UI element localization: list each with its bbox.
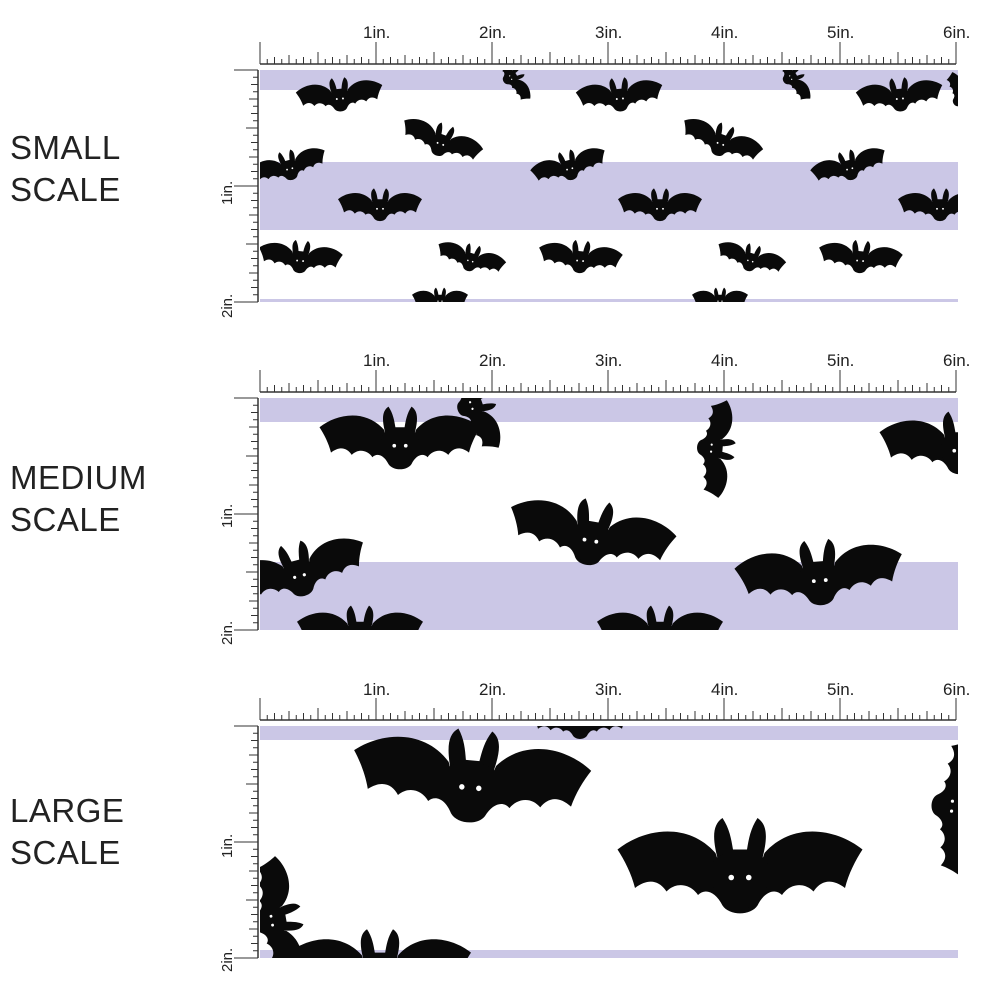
ruler-label-6in: 6in. (943, 680, 970, 699)
bat-icon (897, 188, 958, 222)
bat-icon (354, 728, 592, 823)
bat-icon (855, 77, 943, 112)
bat-icon (295, 77, 383, 112)
bat-icon (260, 148, 325, 181)
bat-icon (537, 726, 623, 739)
bat-icon (411, 287, 469, 302)
fabric-swatch-large (260, 726, 958, 958)
scale-label-line1: LARGE (10, 792, 125, 829)
ruler-label-3in: 3in. (595, 351, 622, 370)
ruler-label-6in: 6in. (943, 351, 970, 370)
bat-icon (957, 110, 958, 169)
vertical-ruler-ticks (234, 69, 259, 303)
ruler-label-4in: 4in. (711, 680, 738, 699)
bat-icon (260, 239, 343, 274)
ruler-vlabel-1in: 1in. (219, 834, 236, 858)
ruler-vlabel-1in: 1in. (219, 504, 236, 528)
lavender-stripe (260, 398, 958, 422)
ruler-vlabel-2in: 2in. (219, 948, 236, 972)
ruler-label-1in: 1in. (363, 23, 390, 42)
ruler-label-5in: 5in. (827, 351, 854, 370)
ruler-label-4in: 4in. (711, 351, 738, 370)
bat-icon (819, 239, 903, 274)
bat-icon (931, 737, 958, 878)
bat-icon (438, 242, 507, 272)
scale-label-medium: MEDIUM SCALE (10, 457, 147, 541)
bat-icon (691, 287, 749, 302)
fabric-swatch-medium (260, 398, 958, 630)
bat-icon (289, 929, 471, 958)
fabric-swatch-small (260, 70, 958, 302)
bat-icon (734, 538, 902, 606)
lavender-stripe (260, 70, 958, 90)
ruler-label-4in: 4in. (711, 23, 738, 42)
bat-icon (946, 72, 958, 122)
bat-icon (539, 239, 623, 274)
ruler-label-5in: 5in. (827, 23, 854, 42)
scale-label-line1: MEDIUM (10, 459, 147, 496)
ruler-label-3in: 3in. (595, 23, 622, 42)
horizontal-ruler-ticks (259, 698, 957, 721)
bat-icon (511, 498, 677, 566)
bat-icon (618, 188, 702, 222)
bat-icon (697, 400, 736, 498)
bat-icon (404, 119, 484, 160)
ruler-label-2in: 2in. (479, 680, 506, 699)
ruler-vlabel-2in: 2in. (219, 294, 236, 318)
bat-icon (260, 538, 363, 598)
ruler-label-3in: 3in. (595, 680, 622, 699)
scale-label-line2: SCALE (10, 501, 121, 538)
bat-icon (879, 411, 958, 475)
bat-icon (684, 119, 764, 160)
bat-icon (810, 148, 885, 181)
bat-icon (718, 242, 787, 272)
ruler-label-5in: 5in. (827, 680, 854, 699)
bat-icon (319, 406, 481, 470)
ruler-vlabel-2in: 2in. (219, 621, 236, 645)
bat-icon (530, 148, 605, 181)
ruler-label-1in: 1in. (363, 351, 390, 370)
bat-icon (338, 188, 422, 222)
scale-label-large: LARGE SCALE (10, 790, 124, 874)
lavender-stripe (260, 950, 958, 958)
vertical-ruler-ticks (234, 725, 259, 959)
panel-medium-scale: MEDIUM SCALE 1in. 2in. 3in. 4in. 5in. 6i… (0, 330, 1000, 660)
scale-label-line1: SMALL (10, 129, 121, 166)
panel-large-scale: LARGE SCALE 1in. 2in. 3in. 4in. 5in. 6in… (0, 660, 1000, 990)
ruler-label-2in: 2in. (479, 23, 506, 42)
horizontal-ruler-ticks (259, 370, 957, 393)
bat-icon (260, 856, 304, 958)
scale-label-line2: SCALE (10, 834, 121, 871)
ruler-vlabel-1in: 1in. (219, 181, 236, 205)
vertical-ruler-ticks (234, 397, 259, 631)
scale-label-line2: SCALE (10, 171, 121, 208)
bat-icon (596, 605, 724, 630)
lavender-stripe (260, 726, 958, 740)
bat-icon (776, 70, 811, 100)
bat-icon (575, 77, 663, 112)
ruler: 1in. 2in. 3in. 4in. 5in. 6in. 1in. 2in. (219, 351, 970, 645)
bat-icon (296, 605, 424, 630)
scale-label-small: SMALL SCALE (10, 127, 121, 211)
bat-icon (453, 398, 501, 448)
horizontal-ruler-ticks (259, 42, 957, 65)
panel-small-scale: SMALL SCALE 1in. 2in. 3in. 4in. 5in. 6in… (0, 0, 1000, 330)
bat-icon (496, 70, 531, 100)
ruler: 1in. 2in. 3in. 4in. 5in. 6in. 1in. 2in. (219, 680, 970, 972)
ruler-label-2in: 2in. (479, 351, 506, 370)
ruler-label-6in: 6in. (943, 23, 970, 42)
lavender-stripe (260, 299, 958, 302)
bat-icon (617, 818, 863, 914)
ruler-label-1in: 1in. (363, 680, 390, 699)
ruler: 1in. 2in. 3in. 4in. 5in. 6in. 1in. 2in. (219, 23, 970, 318)
